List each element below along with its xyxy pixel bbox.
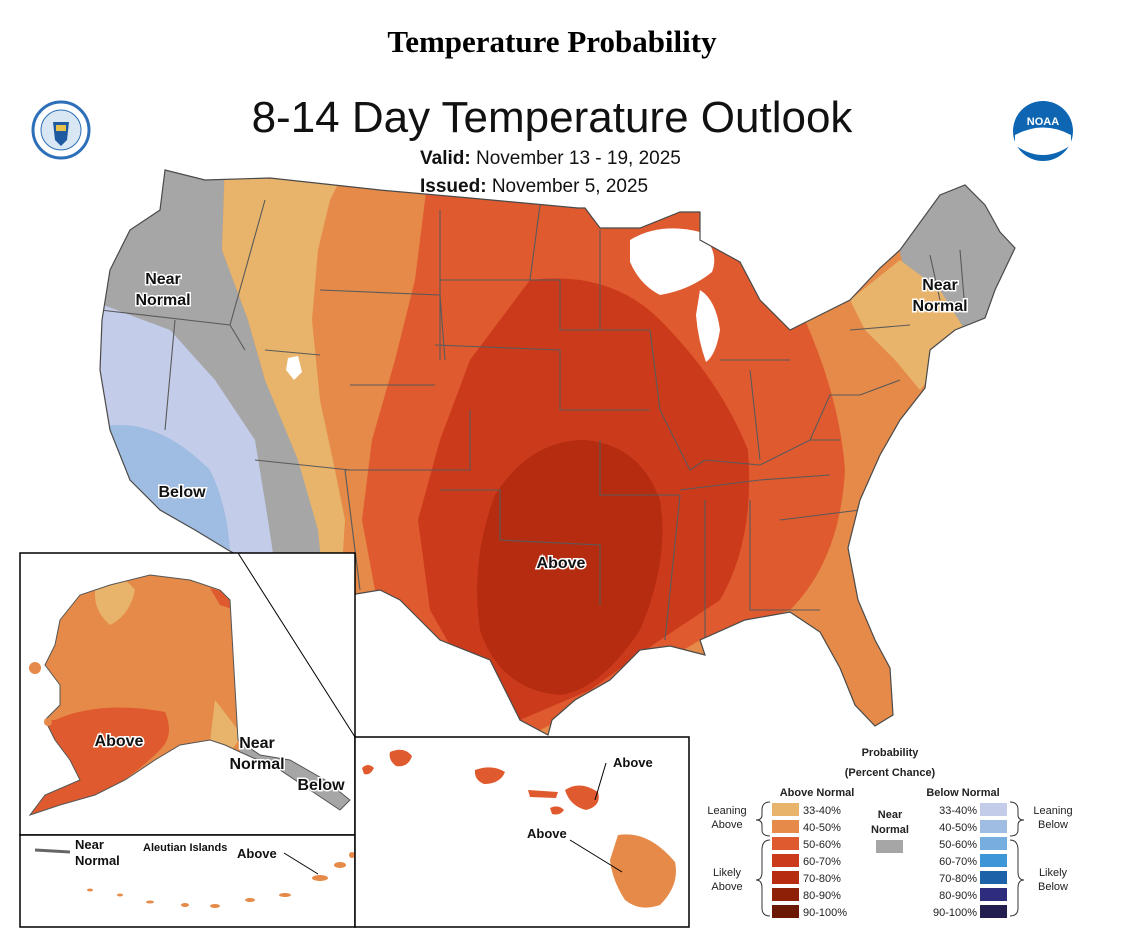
valid-label: Valid: xyxy=(420,148,471,169)
legend-leaning-below-2: Below xyxy=(1038,819,1068,831)
label-above-conus: Above xyxy=(537,555,586,572)
legend-above-swatch xyxy=(772,905,799,918)
legend-below-range: 33-40% xyxy=(939,805,977,817)
legend-above-header: Above Normal xyxy=(780,787,855,799)
aleutian-inset: Near Normal Aleutian Islands Above xyxy=(19,834,356,928)
legend-above-swatch xyxy=(772,803,799,816)
label-near-ak-1: Near xyxy=(239,735,275,752)
legend-below-range: 70-80% xyxy=(939,873,977,885)
legend-above-swatch xyxy=(772,820,799,833)
issued-label: Issued: xyxy=(420,176,487,197)
header-title: Temperature Probability xyxy=(387,24,717,59)
legend-above-swatch xyxy=(772,888,799,901)
legend-above-rows: 33-40% 40-50% 50-60% 60-70% 70-80% 80-90% 90-1… xyxy=(772,803,847,919)
issued-line: Issued: November 5, 2025 xyxy=(420,176,648,198)
label-near-nw-2: Normal xyxy=(135,292,190,309)
alaska-inset: Above Near Normal Below xyxy=(19,552,356,836)
legend-above-range: 60-70% xyxy=(803,856,841,868)
legend-above-swatch xyxy=(772,871,799,884)
hawaii-inset: Above Above xyxy=(354,736,690,928)
legend-below-range: 80-90% xyxy=(939,890,977,902)
legend-above-range: 90-100% xyxy=(803,907,847,919)
valid-value: November 13 - 19, 2025 xyxy=(475,148,681,169)
legend-above-range: 50-60% xyxy=(803,839,841,851)
valid-line: Valid: November 13 - 19, 2025 xyxy=(420,148,681,170)
label-above-aleut: Above xyxy=(237,846,277,861)
legend-near-label-2: Normal xyxy=(871,824,909,836)
legend-leaning-above-1: Leaning xyxy=(707,805,746,817)
aleutian-title: Aleutian Islands xyxy=(143,842,227,854)
legend-near-swatch xyxy=(876,840,903,853)
legend-above-range: 80-90% xyxy=(803,890,841,902)
legend-below-swatch xyxy=(980,837,1007,850)
legend-below-range: 50-60% xyxy=(939,839,977,851)
label-above-hi-1: Above xyxy=(613,755,653,770)
legend-below-swatch xyxy=(980,905,1007,918)
legend-likely-below-2: Below xyxy=(1038,881,1068,893)
label-near-ak-2: Normal xyxy=(229,756,284,773)
label-near-aleut-2: Normal xyxy=(75,853,120,868)
label-above-hi-2: Above xyxy=(527,826,567,841)
legend-below-swatch xyxy=(980,803,1007,816)
legend-leaning-above-2: Above xyxy=(711,819,742,831)
legend-near-label-1: Near xyxy=(878,809,903,821)
legend-title-2: (Percent Chance) xyxy=(845,767,936,779)
label-near-ne-2: Normal xyxy=(912,298,967,315)
map-title: 8-14 Day Temperature Outlook xyxy=(251,93,853,142)
legend-below-swatch xyxy=(980,854,1007,867)
legend-above-range: 70-80% xyxy=(803,873,841,885)
legend-likely-below-1: Likely xyxy=(1039,867,1068,879)
label-near-aleut-1: Near xyxy=(75,837,104,852)
legend-above-swatch xyxy=(772,854,799,867)
legend-below-swatch xyxy=(980,888,1007,901)
legend-below-header: Below Normal xyxy=(926,787,999,799)
legend-below-range: 60-70% xyxy=(939,856,977,868)
noaa-logo-icon: NOAA xyxy=(1013,101,1073,161)
legend-above-range: 33-40% xyxy=(803,805,841,817)
label-above-ak: Above xyxy=(95,733,144,750)
label-below-ak: Below xyxy=(297,777,345,794)
issued-value: November 5, 2025 xyxy=(491,176,649,197)
legend-above-swatch xyxy=(772,837,799,850)
legend-below-range: 90-100% xyxy=(933,907,977,919)
legend-above-range: 40-50% xyxy=(803,822,841,834)
legend-title-1: Probability xyxy=(862,747,920,759)
label-below-conus: Below xyxy=(158,484,206,501)
legend-likely-above-2: Above xyxy=(711,881,742,893)
legend-below-swatch xyxy=(980,820,1007,833)
legend: Probability (Percent Chance) Above Norma… xyxy=(707,747,1072,919)
label-near-nw-1: Near xyxy=(145,271,181,288)
legend-below-rows: 33-40% 40-50% 50-60% 60-70% 70-80% 80-90% 90-1… xyxy=(933,803,1007,919)
label-near-ne-1: Near xyxy=(922,277,958,294)
noaa-logo-text: NOAA xyxy=(1027,116,1059,128)
doc-seal-icon xyxy=(31,100,91,160)
legend-leaning-below-1: Leaning xyxy=(1033,805,1072,817)
legend-likely-above-1: Likely xyxy=(713,867,742,879)
legend-below-range: 40-50% xyxy=(939,822,977,834)
legend-below-swatch xyxy=(980,871,1007,884)
